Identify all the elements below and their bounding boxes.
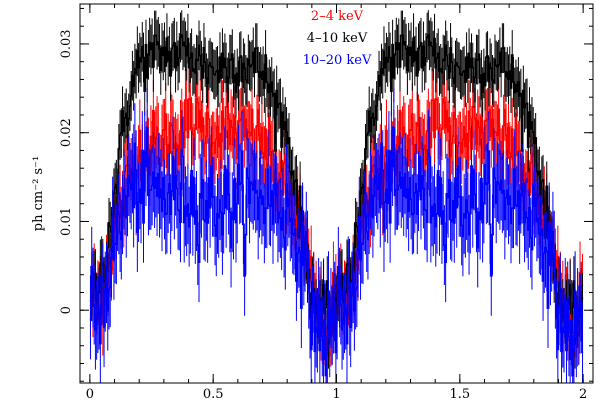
- y-axis-title: ph cm⁻² s⁻¹: [31, 156, 46, 231]
- series-layer: [89, 10, 584, 383]
- series-3-line: [89, 127, 584, 377]
- y-tick-label-2: 0.02: [59, 118, 74, 147]
- series-3: [89, 87, 584, 383]
- x-tick-label-0: 0: [86, 387, 94, 401]
- legend-entry-2: 4–10 keV: [307, 31, 368, 46]
- series-2-line: [89, 34, 584, 345]
- x-tick-label-4: 2: [579, 387, 587, 401]
- y-tick-label-3: 0.03: [59, 29, 74, 58]
- x-tick-label-2: 1: [332, 387, 340, 401]
- series-1-line: [89, 97, 584, 357]
- legend: 2–4 keV 4–10 keV 10–20 keV: [303, 9, 372, 68]
- x-tick-label-3: 1.5: [449, 387, 470, 401]
- legend-entry-3: 10–20 keV: [303, 53, 372, 68]
- y-tick-label-0: 0: [59, 306, 74, 314]
- axes-layer: 0 0.5 1 1.5 2 0 0.01 0.02 0.03: [59, 4, 593, 401]
- y-tick-label-1: 0.01: [59, 207, 74, 236]
- legend-entry-1: 2–4 keV: [311, 9, 364, 24]
- x-tick-label-1: 0.5: [203, 387, 224, 401]
